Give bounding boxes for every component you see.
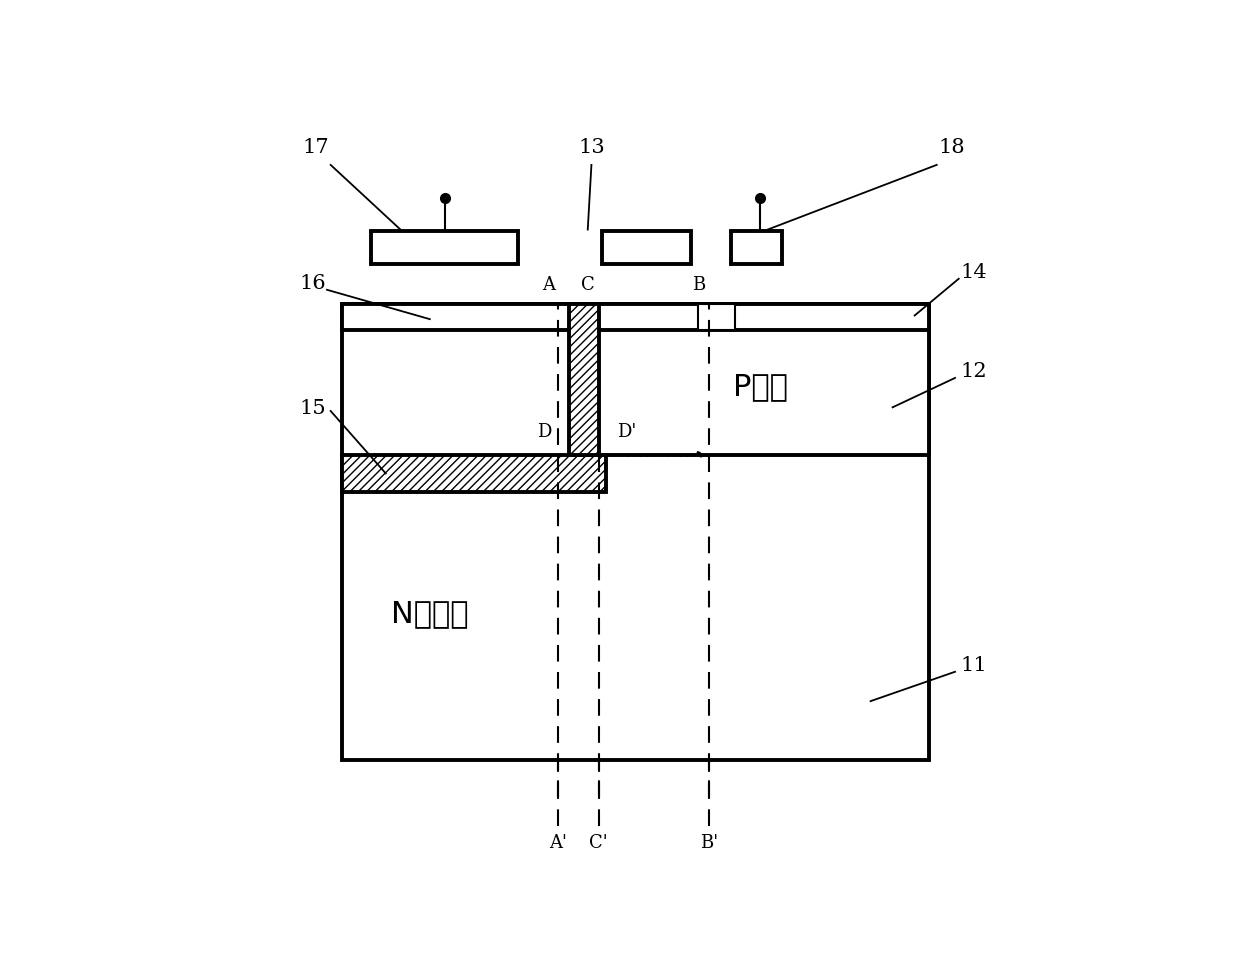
Bar <box>342 305 929 331</box>
Bar <box>584 305 929 456</box>
Text: C: C <box>582 276 595 294</box>
Bar <box>569 305 599 456</box>
Bar <box>732 232 782 265</box>
Bar <box>342 305 929 760</box>
Text: D: D <box>537 423 551 441</box>
Bar <box>698 305 734 331</box>
Text: 17: 17 <box>303 138 330 157</box>
Text: 15: 15 <box>299 398 326 417</box>
Text: 11: 11 <box>960 656 987 674</box>
Text: P基区: P基区 <box>733 372 787 400</box>
Text: C': C' <box>589 834 608 851</box>
Bar <box>342 456 606 493</box>
Text: 13: 13 <box>578 138 605 157</box>
Text: 18: 18 <box>937 138 965 157</box>
Text: A': A' <box>549 834 568 851</box>
Text: 16: 16 <box>299 274 326 293</box>
Bar <box>603 232 691 265</box>
Text: D': D' <box>618 423 636 441</box>
Text: N漂移区: N漂移区 <box>391 598 469 628</box>
Text: B: B <box>692 276 706 294</box>
Bar <box>371 232 518 265</box>
Text: A: A <box>542 276 554 294</box>
Text: 14: 14 <box>960 263 987 282</box>
Text: 12: 12 <box>960 362 987 380</box>
Text: B': B' <box>699 834 718 851</box>
